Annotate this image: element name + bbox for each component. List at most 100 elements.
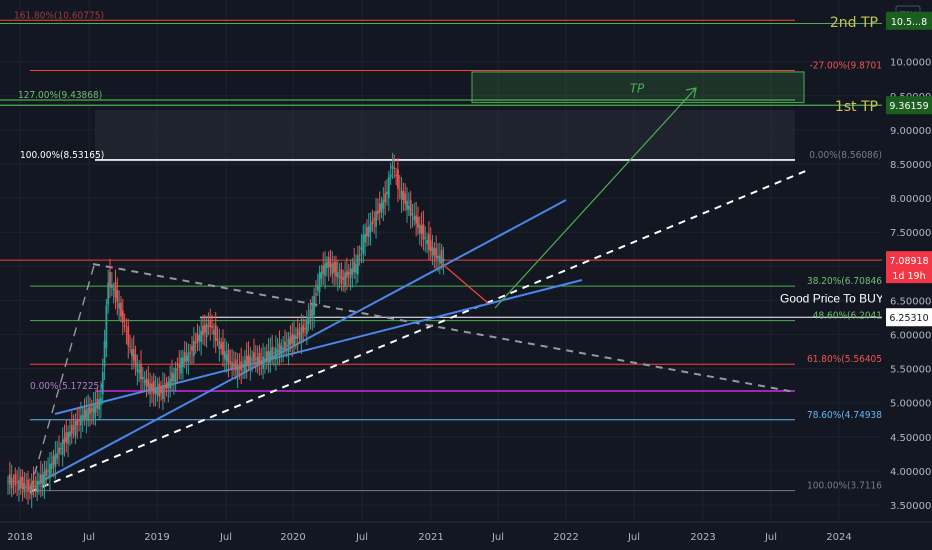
candle-body — [85, 410, 88, 421]
candle-body — [114, 282, 117, 298]
candle-body — [305, 319, 308, 334]
candle-body — [161, 384, 164, 399]
candle-body — [256, 356, 259, 367]
candle-body — [358, 254, 361, 256]
projection-arrow-head — [685, 87, 697, 99]
annotations: TP Good Price To BUY — [471, 71, 884, 309]
candle-body — [14, 474, 17, 486]
candle-body — [418, 224, 421, 234]
price-tick-label: 5.00000 — [890, 399, 931, 410]
candle-body — [158, 383, 161, 397]
candle-body — [274, 347, 277, 360]
candle-body — [387, 176, 390, 198]
candle-body — [78, 420, 80, 422]
price-tick-label: 6.00000 — [890, 331, 931, 342]
candle-body — [393, 167, 396, 169]
candle-body — [174, 367, 177, 384]
candle-body — [129, 345, 131, 347]
candle-body — [284, 341, 286, 350]
candle-body — [72, 427, 75, 429]
candle-body — [347, 272, 350, 275]
candle-body — [12, 480, 15, 482]
candle-body — [70, 424, 73, 434]
candle-body — [10, 477, 13, 489]
candle-body — [23, 482, 26, 493]
candle-body — [89, 406, 91, 414]
price-tick-label: 5.50000 — [890, 365, 931, 376]
candle-body — [413, 216, 416, 220]
time-tick-label: Jul — [219, 532, 232, 543]
candle-body — [229, 361, 232, 363]
candle-body — [342, 277, 345, 280]
candle-body — [205, 323, 208, 338]
candle-body — [202, 325, 204, 336]
fib-label-100-bottom: 100.00%(3.7116 — [807, 481, 882, 492]
candle-body — [123, 325, 126, 327]
candle-body — [367, 226, 370, 237]
candle-body — [316, 285, 319, 291]
candle-body — [96, 398, 99, 409]
candle-body — [397, 169, 399, 189]
candle-body — [61, 439, 64, 455]
candle-body — [172, 373, 175, 382]
candle-body — [30, 483, 33, 495]
candle-body — [442, 258, 445, 262]
impulse-line-dashed — [29, 261, 96, 491]
candle-body — [103, 341, 106, 367]
candle-body — [112, 288, 115, 291]
candle-body — [156, 389, 159, 396]
candle-body — [198, 335, 201, 341]
candle-body — [116, 289, 119, 303]
first-tp-label: 1st TP — [835, 99, 878, 115]
candle-body — [187, 352, 190, 363]
candle-body — [253, 352, 255, 362]
fib-label-0-purple: 0.00%(5.17225) — [30, 381, 103, 392]
candle-body — [345, 271, 348, 278]
candle-body — [404, 193, 407, 204]
candle-body — [7, 481, 9, 483]
candle-body — [264, 358, 266, 361]
candle-body — [169, 378, 172, 389]
candle-body — [435, 248, 438, 259]
candle-body — [76, 419, 79, 426]
time-tick-label: 2024 — [826, 532, 851, 543]
candle-body — [236, 363, 239, 375]
candle-body — [329, 262, 332, 268]
candle-body — [320, 272, 323, 279]
price-tick-label: 8.00000 — [890, 194, 931, 205]
candle-body — [140, 363, 142, 380]
fib-levels: 161.80%(10.60775) 127.00%(9.43868) 100.00%… — [0, 10, 882, 492]
candle-body — [25, 486, 28, 488]
candle-body — [110, 284, 113, 289]
candle-body — [176, 369, 179, 371]
candle-body — [182, 357, 184, 368]
candle-body — [27, 479, 29, 492]
time-tick-label: Jul — [355, 532, 368, 543]
grid — [0, 0, 882, 522]
candle-body — [216, 338, 219, 341]
candle-body — [293, 334, 295, 347]
candle-body — [141, 376, 144, 380]
candle-body — [50, 463, 53, 469]
candle-body — [327, 257, 330, 268]
candle-body — [375, 211, 377, 227]
candle-body — [227, 349, 230, 364]
candle-body — [185, 355, 188, 362]
candle-body — [344, 272, 346, 287]
second-tp-label: 2nd TP — [830, 15, 878, 31]
buy-annotation-label: Good Price To BUY — [780, 291, 884, 305]
candle-body — [353, 261, 356, 273]
candle-body — [440, 250, 443, 264]
candle-body — [225, 354, 228, 362]
candle-body — [276, 350, 279, 353]
price-tick-label: 6.50000 — [890, 296, 931, 307]
second-tp-price: 10.5...8 — [891, 17, 927, 28]
time-tick-label: 2021 — [418, 532, 443, 543]
candle-body — [165, 382, 168, 389]
time-axis[interactable]: 2018 Jul 2019 Jul 2020 Jul 2021 Jul 2022 Jul 2023 J… — [0, 521, 932, 550]
price-tick-label: 10.00000 — [890, 58, 932, 69]
candle-body — [351, 268, 354, 275]
candle-body — [324, 263, 326, 276]
